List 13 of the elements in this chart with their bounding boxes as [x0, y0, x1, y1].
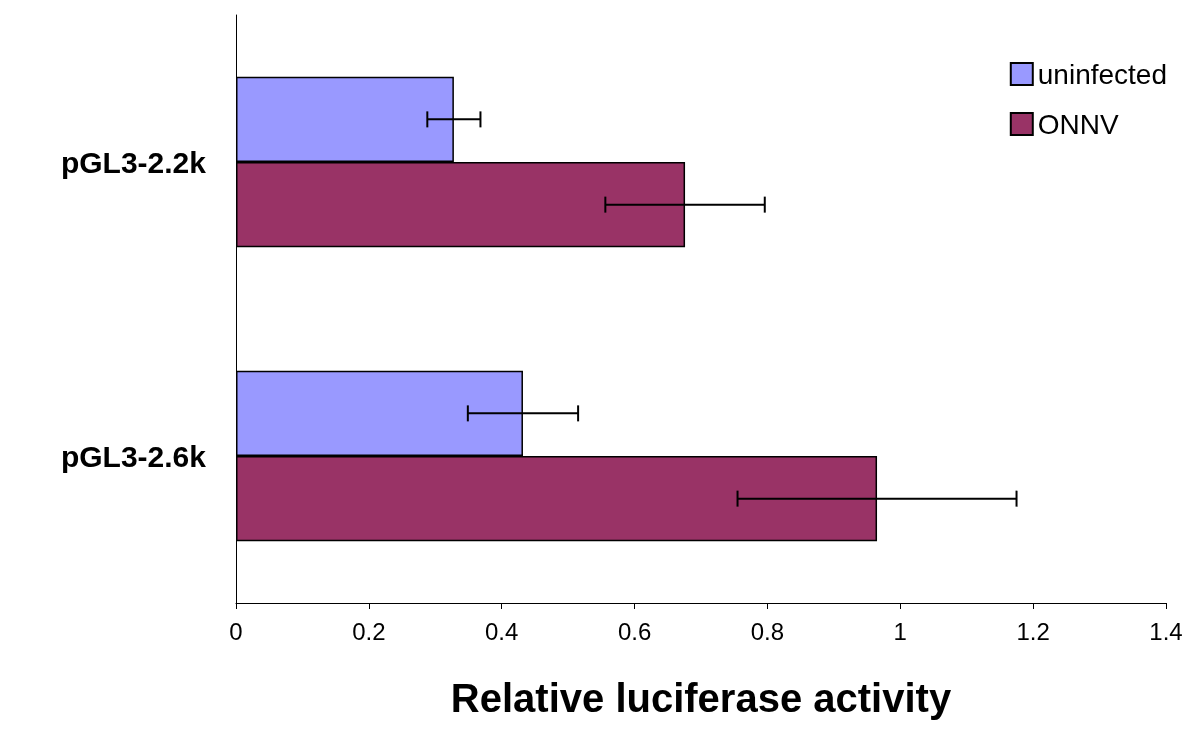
legend-label: uninfected — [1037, 58, 1168, 90]
x-tick-label: 0.2 — [352, 617, 386, 645]
x-axis-title: Relative luciferase activity — [450, 676, 952, 720]
x-tick-label: 1.4 — [1149, 617, 1183, 645]
x-tick-label: 0.8 — [750, 617, 785, 645]
y-tick-label: pGL3-2.6k — [60, 439, 207, 473]
x-tick-label: 0 — [229, 617, 243, 645]
x-tick-label: 1.2 — [1016, 617, 1050, 645]
x-tick-label: 0.6 — [617, 617, 652, 645]
x-tick-label: 0.4 — [485, 617, 519, 645]
y-tick-label: pGL3-2.2k — [60, 145, 207, 179]
legend-label: ONNV — [1037, 108, 1120, 140]
x-tick-label: 1 — [893, 617, 907, 645]
